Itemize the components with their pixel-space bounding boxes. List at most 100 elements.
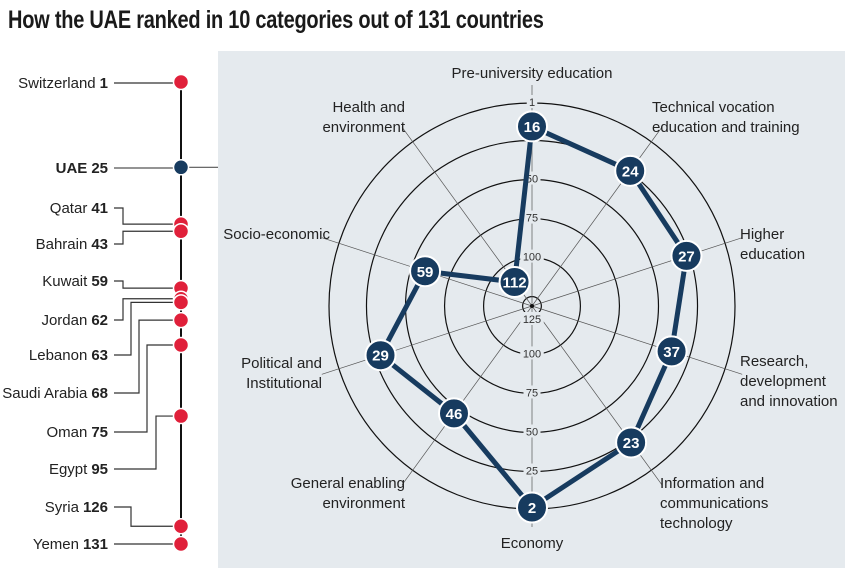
country-label: Bahrain 43 (36, 236, 108, 253)
tick-bg (523, 424, 541, 438)
country-rank: 63 (91, 347, 108, 364)
country-dot (172, 159, 190, 176)
country-rank: 68 (91, 385, 108, 402)
category-label-line: Economy (501, 535, 564, 552)
country-connector (114, 280, 181, 289)
country-dot (172, 407, 190, 425)
category-label-line: and innovation (740, 393, 838, 410)
category-label-line: Higher (740, 226, 784, 243)
country-rank: 95 (91, 461, 108, 478)
category-label: Pre-university education (452, 65, 613, 82)
ring-tick-label: 50 (526, 174, 538, 186)
radar-point-label: 37 (663, 344, 680, 361)
country-name: Jordan (41, 312, 87, 329)
radar-point-label: 112 (502, 274, 526, 291)
radar-spoke (531, 127, 663, 307)
radar-spoke (321, 305, 533, 375)
country-label: Kuwait 59 (42, 273, 108, 290)
country-dot (172, 311, 190, 329)
country-name: Kuwait (42, 273, 88, 290)
country-name: Egypt (49, 461, 88, 478)
category-label-line: education and training (652, 119, 800, 136)
radar-point (437, 397, 470, 430)
category-label-line: development (740, 373, 827, 390)
country-label: Qatar 41 (50, 200, 108, 217)
category-label-line: Technical vocation (652, 99, 775, 116)
ring-tick-label: 100 (523, 252, 541, 264)
radar-point-label: 59 (417, 264, 434, 281)
category-label: Socio-economic (223, 226, 330, 243)
ring-tick-label: 25 (526, 466, 538, 478)
category-label: Research, development and innovation (740, 353, 838, 410)
country-dot (172, 294, 190, 311)
tick-bg (520, 312, 544, 325)
country-dot (172, 336, 190, 354)
radar-point (364, 339, 397, 372)
radar-point (498, 265, 531, 298)
radar-point-label: 46 (446, 406, 463, 423)
country-name: Syria (45, 499, 80, 516)
country-connector (114, 415, 181, 470)
ring-tick-label: 125 (523, 314, 541, 326)
category-label-line: Pre-university education (452, 65, 613, 82)
radar-point (516, 491, 548, 524)
country-name: Saudi Arabia (2, 385, 88, 402)
country-dot (172, 517, 190, 535)
country-rank: 75 (91, 424, 108, 441)
radar-point (670, 239, 703, 272)
country-name: Lebanon (29, 347, 87, 364)
radar-point-label: 2 (528, 500, 536, 517)
country-name: Switzerland (18, 75, 96, 92)
radar-center (530, 304, 534, 308)
radar-point (614, 154, 647, 187)
category-label-line: Institutional (246, 375, 322, 392)
category-label-line: General enabling (291, 475, 405, 492)
radar-spoke (401, 305, 533, 485)
radar-spoke (531, 237, 743, 307)
category-label-line: technology (660, 515, 733, 532)
country-rank: 25 (91, 160, 108, 177)
radar-point-label: 29 (372, 348, 389, 365)
country-label: Yemen 131 (33, 536, 108, 553)
category-label-line: Research, (740, 353, 808, 370)
ring-tick-label: 50 (526, 426, 538, 438)
country-label: Lebanon 63 (29, 347, 108, 364)
category-label-line: Political and (241, 355, 322, 372)
tick-bg (523, 463, 541, 477)
country-connector (114, 301, 181, 356)
ring-tick-label: 75 (526, 387, 538, 399)
country-label: Saudi Arabia 68 (2, 385, 108, 402)
category-label-line: Socio-economic (223, 226, 330, 243)
tick-bg (520, 249, 544, 263)
country-connector (114, 506, 181, 527)
tick-bg (523, 210, 541, 224)
radar-point (516, 110, 548, 143)
radar-point-label: 23 (623, 435, 640, 452)
country-name: Bahrain (36, 236, 88, 253)
category-label: General enabling environment (291, 475, 406, 512)
tick-bg (523, 385, 541, 399)
country-rank: 62 (91, 312, 108, 329)
category-label: Political and Institutional (241, 355, 322, 392)
tick-bg (526, 95, 538, 108)
country-name: Oman (46, 424, 87, 441)
radar-spoke (531, 305, 743, 375)
category-label: Economy (501, 535, 564, 552)
country-connector (114, 230, 181, 245)
ring-tick-label: 75 (526, 213, 538, 225)
radar-point-label: 16 (524, 119, 541, 136)
country-label: Egypt 95 (49, 461, 108, 478)
country-label: Jordan 62 (41, 312, 108, 329)
radar-point-label: 27 (678, 248, 695, 265)
country-name: UAE (56, 160, 88, 177)
country-label: Oman 75 (46, 424, 108, 441)
country-connector (114, 319, 181, 394)
category-label-line: Health and (332, 99, 405, 116)
country-rank: 59 (91, 273, 108, 290)
country-name: Yemen (33, 536, 79, 553)
category-label-line: education (740, 246, 805, 263)
country-connector (114, 207, 181, 225)
radar-point (655, 335, 688, 368)
category-label: Information and communications technology (660, 475, 768, 532)
category-label-line: environment (322, 119, 405, 136)
